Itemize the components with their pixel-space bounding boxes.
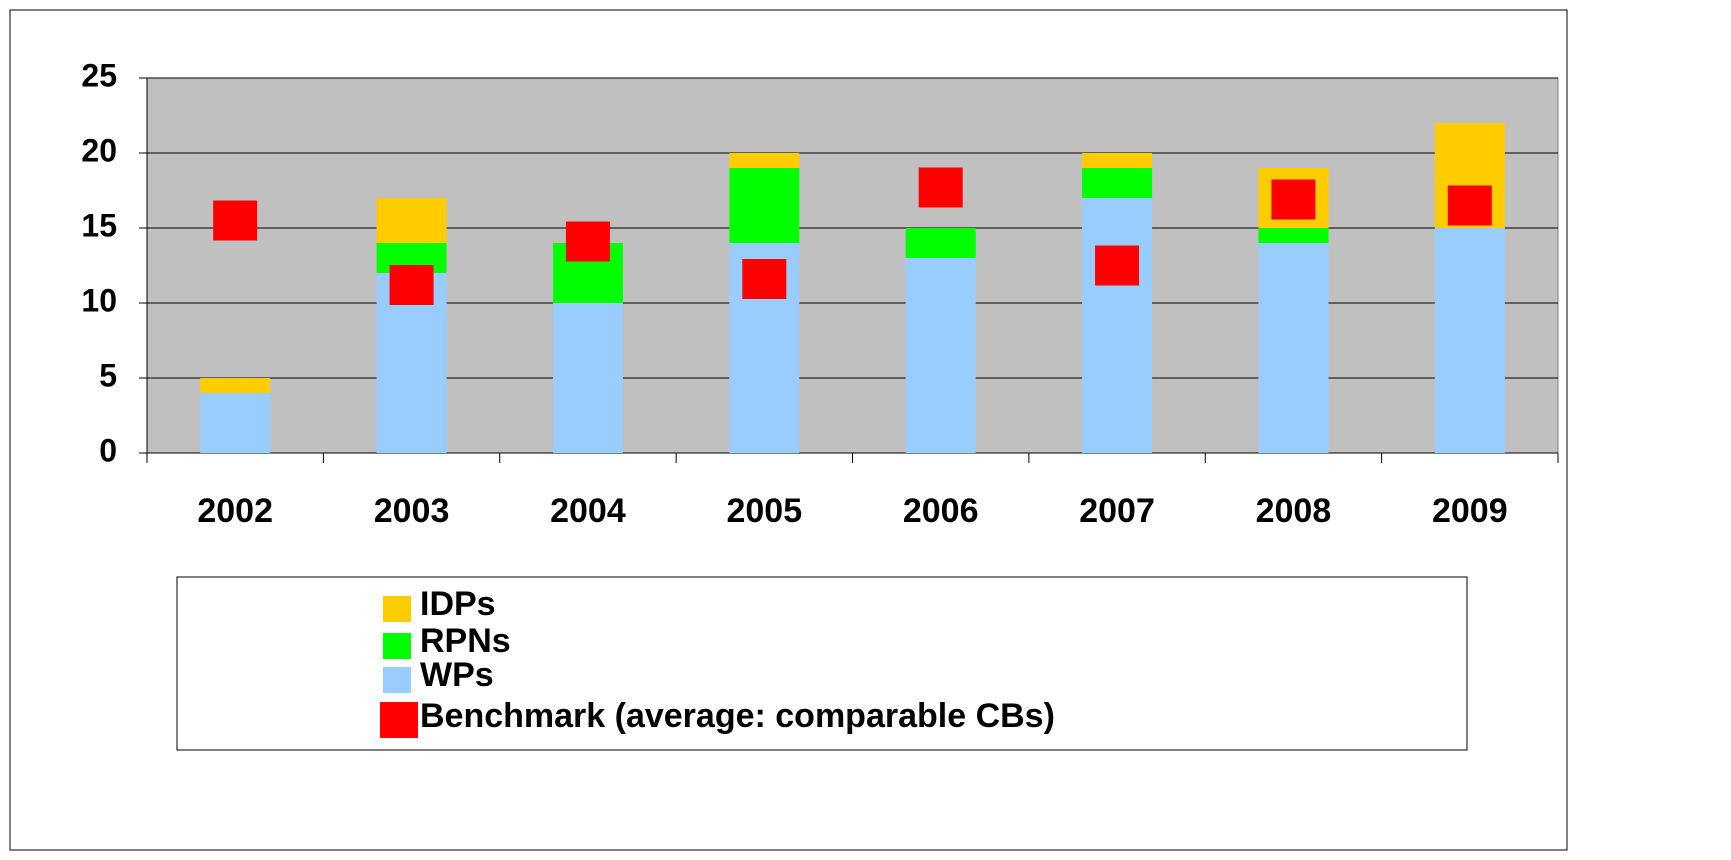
benchmark-marker [742,259,787,299]
benchmark-marker [1095,245,1140,286]
bar-segment [1434,228,1505,453]
y-tick-label: 25 [81,57,117,93]
legend-swatch [383,596,411,622]
bar-segment [1082,168,1153,198]
plot-area [146,77,1559,454]
bar-segment [1258,228,1329,243]
benchmark-marker [565,221,610,262]
bar-segment [1082,198,1153,453]
y-tick-label: 10 [81,282,117,318]
y-tick-label: 0 [99,432,117,468]
bar-segment [729,153,800,168]
legend-label: WPs [420,656,494,694]
x-tick-label: 2006 [903,492,979,530]
y-tick-label: 5 [99,357,117,393]
bar-segment [200,393,271,453]
x-tick-label: 2003 [374,492,450,530]
x-tick-label: 2004 [550,492,626,530]
benchmark-marker [389,265,434,305]
y-tick-label: 20 [81,132,117,168]
x-tick-label: 2002 [197,492,273,530]
bar-segment [376,198,447,243]
legend-label: Benchmark (average: comparable CBs) [420,697,1055,735]
bar-segment [1258,243,1329,453]
bar-segment [200,378,271,393]
benchmark-marker [918,167,963,208]
bar-segment [1082,153,1153,168]
x-tick-label: 2008 [1256,492,1332,530]
bar-segment [905,228,976,258]
y-tick-label: 15 [81,207,117,243]
benchmark-marker [1447,185,1492,226]
x-tick-label: 2007 [1079,492,1155,530]
legend-swatch [380,702,418,738]
legend-swatch [383,667,411,693]
x-tick-label: 2005 [726,492,802,530]
bar-segment [905,258,976,453]
legend-swatch [383,633,411,659]
benchmark-marker [213,200,258,241]
legend-label: IDPs [420,585,496,623]
x-tick-label: 2009 [1432,492,1508,530]
bar-segment [552,303,623,453]
bar-segment [729,168,800,243]
legend-label: RPNs [420,622,511,660]
benchmark-marker [1271,179,1316,220]
